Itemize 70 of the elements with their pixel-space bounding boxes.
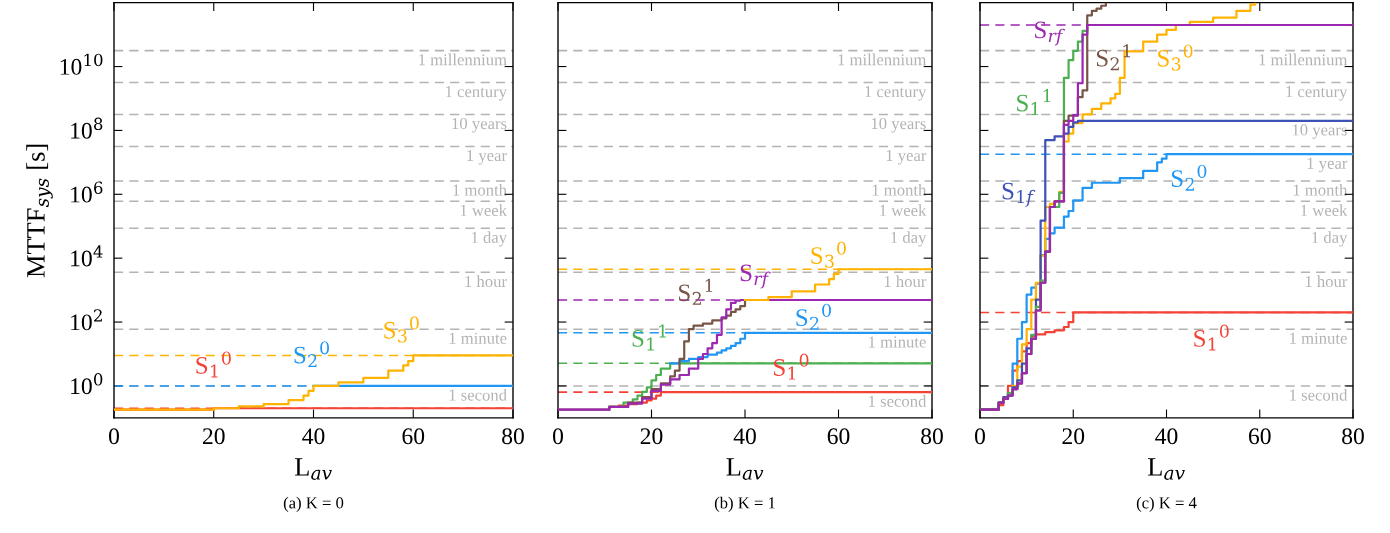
ref-line-label: 1 year xyxy=(886,149,927,165)
ref-line-label: 1 year xyxy=(1307,157,1348,173)
ref-line-label: 1 month xyxy=(872,183,927,196)
y-tick-label: 10$^{2}$ xyxy=(71,309,102,331)
x-axis-title: L$_{av}$ xyxy=(726,458,764,480)
ref-line-label: 1 hour xyxy=(465,275,507,288)
x-axis-title: L$_{av}$ xyxy=(1147,458,1185,480)
x-tick-label: 80 xyxy=(502,428,524,445)
x-tick-label: 40 xyxy=(733,428,756,445)
y-tick-label: 10$^{6}$ xyxy=(71,181,103,203)
x-tick-label: 60 xyxy=(827,428,850,445)
y-axis-title: MTTF$_{sys}$ [s] xyxy=(26,144,53,278)
ref-line-label: 1 millennium xyxy=(838,53,927,66)
y-tick-label: 10$^{4}$ xyxy=(71,245,103,267)
series-label: S$_{3}$$^{0}$ xyxy=(811,241,846,268)
series-label: S$_{3}$$^{0}$ xyxy=(1158,44,1193,71)
ref-line-label: 10 years xyxy=(1292,124,1347,139)
ref-line-label: 1 day xyxy=(1312,231,1348,247)
x-tick-label: 80 xyxy=(1342,428,1364,445)
ref-line-label: 1 hour xyxy=(1305,275,1348,288)
series-label: S$_{1f}$ xyxy=(1002,182,1036,207)
ref-line-label: 1 second xyxy=(449,388,507,401)
y-tick-label: 10$^{8}$ xyxy=(71,117,103,139)
x-tick-label: 80 xyxy=(921,428,943,445)
ref-line-label: 1 minute xyxy=(449,332,507,344)
series-label: S$_{1}$$^{1}$ xyxy=(632,324,666,351)
ref-line-label: 1 month xyxy=(453,183,507,196)
x-axis-title: L$_{av}$ xyxy=(294,458,332,480)
text: (a) K = 0 xyxy=(283,496,344,512)
x-tick-label: 0 xyxy=(109,428,119,445)
x-tick-label: 0 xyxy=(553,428,563,445)
ref-line-label: 1 hour xyxy=(884,275,927,288)
ref-line-label: 1 year xyxy=(467,149,507,165)
series-label: S$_{rf}$ xyxy=(1035,21,1065,46)
ref-line-label: 1 century xyxy=(1286,86,1348,101)
ref-line-label: 10 years xyxy=(452,117,507,133)
series-label: S$_{2}$$^{0}$ xyxy=(1171,164,1207,191)
y-tick-label: 10$^{0}$ xyxy=(71,373,103,395)
x-tick-label: 20 xyxy=(640,428,663,445)
ref-line-label: 1 day xyxy=(471,231,507,247)
ref-line-label: 1 week xyxy=(1301,204,1348,216)
series-label: S$_{2}$$^{1}$ xyxy=(1096,44,1131,71)
series-label: S$_{1}$$^{1}$ xyxy=(1017,89,1051,116)
series-label: S$_{2}$$^{0}$ xyxy=(796,303,831,330)
ref-line-label: 1 millennium xyxy=(1259,53,1348,66)
x-tick-label: 20 xyxy=(202,428,225,445)
ref-line-label: 1 week xyxy=(460,204,508,216)
series-label: S$_{2}$$^{1}$ xyxy=(679,278,713,305)
text: (c) K = 4 xyxy=(1136,496,1197,512)
series-label: S$_{3}$$^{0}$ xyxy=(384,316,419,343)
x-tick-label: 0 xyxy=(975,428,985,445)
ref-line-label: 1 week xyxy=(880,204,927,216)
x-tick-label: 60 xyxy=(402,428,425,445)
ref-line-label: 1 minute xyxy=(869,336,926,348)
ref-line-label: 1 second xyxy=(1290,388,1348,401)
x-tick-label: 60 xyxy=(1248,428,1271,445)
ref-line-label: 10 years xyxy=(871,117,926,133)
ref-line-label: 1 century xyxy=(446,86,507,101)
ref-line-label: 1 millennium xyxy=(419,53,507,66)
text: (b) K = 1 xyxy=(714,496,775,512)
ref-line-label: 1 month xyxy=(1293,183,1348,196)
x-tick-label: 40 xyxy=(1155,428,1178,445)
ref-line-label: 1 day xyxy=(891,231,927,247)
series-label: S$_{1}$$^{0}$ xyxy=(1194,324,1229,351)
x-tick-label: 20 xyxy=(1062,428,1085,445)
x-tick-label: 40 xyxy=(302,428,325,445)
y-tick-label: 10$^{10}$ xyxy=(60,53,103,75)
ref-line-label: 1 minute xyxy=(1290,332,1347,344)
ref-line-label: 1 second xyxy=(869,395,927,407)
ref-line-label: 1 century xyxy=(865,86,927,101)
